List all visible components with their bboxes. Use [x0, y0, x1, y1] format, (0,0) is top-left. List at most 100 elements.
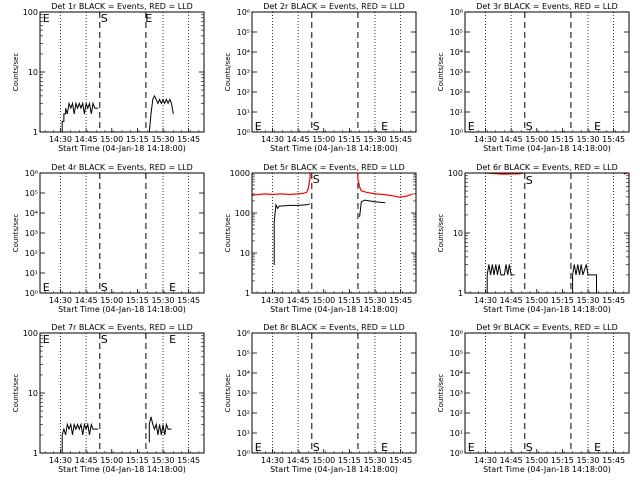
x-tick-label: 14:30: [49, 296, 72, 305]
events-line: [359, 199, 386, 217]
start-marker: S: [101, 281, 108, 294]
x-tick-label: 14:45: [287, 296, 310, 305]
y-tick-label: 10⁵: [237, 349, 250, 358]
x-tick-label: 15:30: [576, 296, 599, 305]
panel-2: Det 2r BLACK = Events, RED = LLD E S E 10⁰ 10…: [224, 2, 417, 153]
y-tick-label: 10²: [237, 409, 250, 418]
y-tick-label: 10¹: [450, 108, 463, 117]
end-marker: E: [594, 441, 601, 454]
y-axis-label: Counts/sec: [12, 374, 20, 413]
y-tick-label: 10²: [450, 409, 463, 418]
plot-frame: [464, 11, 630, 133]
x-axis-label: Start Time (04-Jan-18 14:18:00): [270, 144, 398, 153]
end-marker: E: [43, 333, 50, 346]
x-axis-label: Start Time (04-Jan-18 14:18:00): [483, 465, 611, 474]
x-tick-label: 15:30: [151, 135, 174, 144]
y-axis-label: Counts/sec: [224, 53, 232, 92]
y-tick-label: 10¹: [237, 108, 250, 117]
panel-title: Det 8r BLACK = Events, RED = LLD: [263, 323, 405, 332]
x-tick-label: 14:30: [474, 135, 497, 144]
x-tick-label: 15:00: [312, 135, 335, 144]
y-tick-label: 1: [245, 289, 250, 298]
end-marker: E: [43, 12, 50, 25]
y-axis-label: Counts/sec: [437, 53, 445, 92]
x-tick-label: 15:45: [389, 296, 412, 305]
panel-title: Det 4r BLACK = Events, RED = LLD: [51, 163, 193, 172]
end-marker: E: [255, 441, 262, 454]
panel-9: Det 9r BLACK = Events, RED = LLD E S E 10⁰ 10…: [437, 323, 630, 474]
y-tick-label: 10⁶: [237, 8, 250, 17]
y-axis-label: Counts/sec: [12, 214, 20, 253]
x-tick-label: 14:45: [500, 456, 523, 465]
x-tick-label: 14:45: [287, 135, 310, 144]
y-tick-label: 100: [23, 329, 38, 338]
panel-8: Det 8r BLACK = Events, RED = LLD E S E 10⁰ 10…: [224, 323, 417, 474]
x-tick-label: 14:45: [500, 296, 523, 305]
end-marker: E: [468, 441, 475, 454]
y-tick-label: 1: [458, 289, 463, 298]
events-line: [572, 264, 597, 293]
end-marker: E: [169, 281, 176, 294]
end-marker: E: [381, 441, 388, 454]
y-tick-label: 10⁰: [450, 449, 463, 458]
x-tick-label: 14:45: [500, 135, 523, 144]
x-tick-label: 15:45: [602, 296, 625, 305]
end-marker: E: [145, 12, 152, 25]
x-tick-label: 15:30: [363, 296, 386, 305]
panel-3: Det 3r BLACK = Events, RED = LLD E S E 10⁰ 10…: [437, 2, 630, 153]
y-tick-label: 10³: [450, 389, 463, 398]
y-tick-label: 10²: [25, 249, 38, 258]
y-tick-label: 10⁰: [25, 289, 38, 298]
x-tick-label: 15:00: [100, 135, 123, 144]
y-tick-label: 100: [235, 209, 250, 218]
y-tick-label: 10⁵: [25, 189, 38, 198]
y-tick-label: 100: [23, 8, 38, 17]
plot-frame: [251, 332, 417, 454]
y-tick-label: 10²: [237, 88, 250, 97]
x-tick-label: 15:45: [177, 456, 200, 465]
x-tick-label: 15:00: [100, 296, 123, 305]
panel-title: Det 1r BLACK = Events, RED = LLD: [51, 2, 193, 11]
y-tick-label: 10⁴: [237, 369, 250, 378]
y-tick-label: 10⁶: [25, 169, 38, 178]
plot-frame: [251, 172, 417, 294]
y-tick-label: 10⁶: [237, 329, 250, 338]
end-marker: E: [169, 333, 176, 346]
x-tick-label: 15:15: [126, 135, 149, 144]
panel-6: Det 6r BLACK = Events, RED = LLD S 1 10 100 1…: [437, 163, 630, 314]
x-tick-label: 14:30: [261, 456, 284, 465]
x-axis-label: Start Time (04-Jan-18 14:18:00): [270, 465, 398, 474]
start-marker: S: [101, 333, 108, 346]
end-marker: E: [381, 120, 388, 133]
events-line: [273, 202, 311, 265]
x-tick-label: 14:30: [474, 456, 497, 465]
start-marker: S: [313, 441, 320, 454]
y-tick-label: 10⁰: [237, 128, 250, 137]
plot-frame: [39, 172, 205, 294]
y-tick-label: 10⁴: [450, 48, 463, 57]
start-marker: S: [526, 441, 533, 454]
y-tick-label: 10³: [25, 229, 38, 238]
events-line: [61, 422, 99, 453]
lld-line: [357, 173, 413, 198]
y-tick-label: 10⁵: [450, 349, 463, 358]
y-tick-label: 10⁰: [450, 128, 463, 137]
y-tick-label: 10⁰: [237, 449, 250, 458]
y-axis-label: Counts/sec: [224, 374, 232, 413]
y-tick-label: 10¹: [450, 429, 463, 438]
y-tick-label: 10¹: [237, 429, 250, 438]
x-tick-label: 15:15: [126, 296, 149, 305]
plot-frame: [251, 11, 417, 133]
x-tick-label: 15:30: [576, 456, 599, 465]
y-tick-label: 10²: [450, 88, 463, 97]
events-line: [486, 264, 515, 293]
y-axis-label: Counts/sec: [437, 214, 445, 253]
plot-frame: [39, 332, 205, 454]
x-tick-label: 15:30: [363, 135, 386, 144]
x-axis-label: Start Time (04-Jan-18 14:18:00): [270, 305, 398, 314]
y-tick-label: 10⁶: [450, 329, 463, 338]
